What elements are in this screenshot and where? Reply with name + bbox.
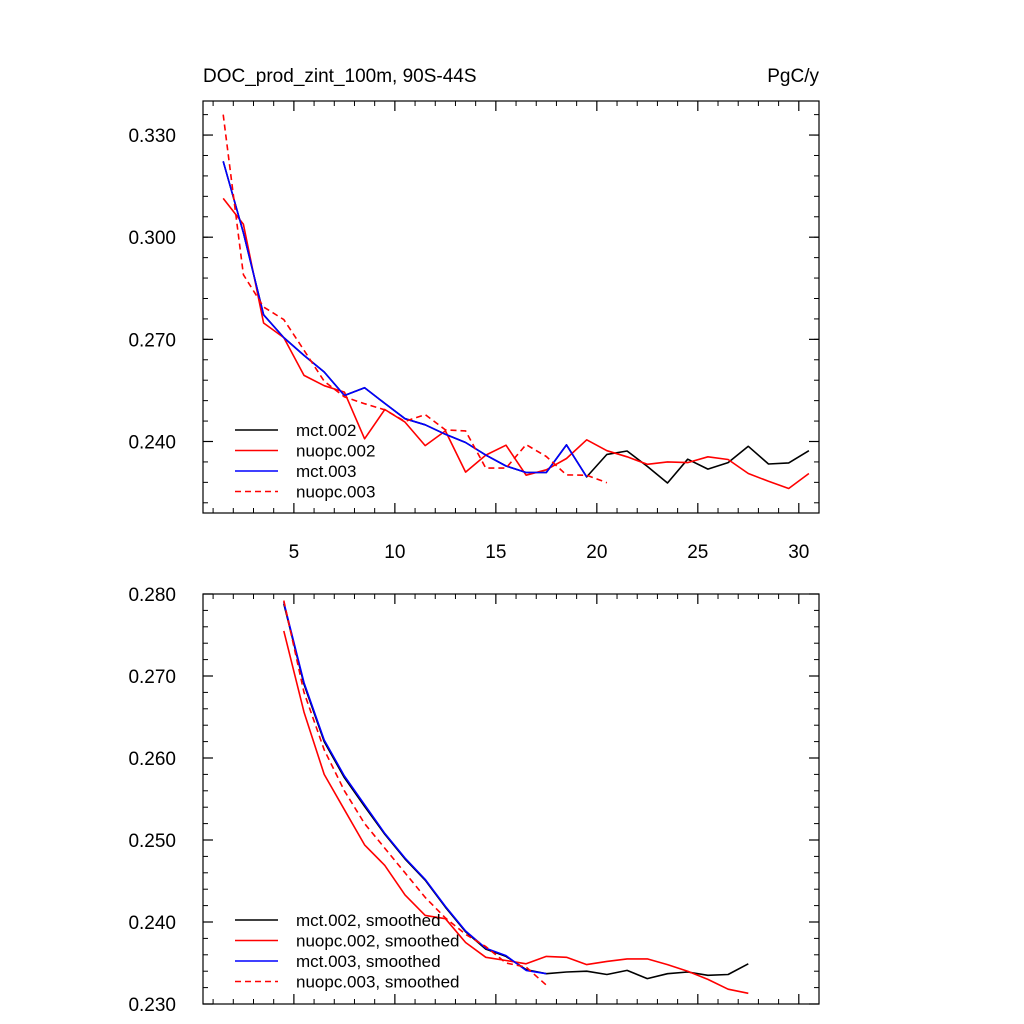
x-tick-label: 15 — [485, 542, 506, 563]
y-tick-label: 0.270 — [128, 330, 176, 351]
top-panel-title: DOC_prod_zint_100m, 90S-44S — [203, 66, 477, 87]
legend-label: nuopc.002, smoothed — [296, 932, 460, 951]
series-line-mct-003-smoothed — [283, 602, 547, 975]
y-tick-label: 0.300 — [128, 228, 176, 249]
y-tick-label: 0.330 — [128, 126, 176, 147]
series-line-nuopc-002 — [222, 197, 810, 490]
plot-frame — [202, 100, 820, 514]
y-tick-label: 0.240 — [128, 913, 176, 934]
y-tick-label: 0.270 — [128, 667, 176, 688]
legend-label: mct.002, smoothed — [296, 911, 441, 930]
legend-label: nuopc.003, smoothed — [296, 973, 460, 992]
x-tick-label: 30 — [788, 542, 809, 563]
legend-label: mct.002 — [296, 421, 356, 440]
y-tick-label: 0.260 — [128, 749, 176, 770]
legend-label: nuopc.002 — [296, 442, 375, 461]
bottom-panel: 0.230 0.240 0.250 0.260 0.270 0.280 mct.002, s… — [128, 585, 820, 1016]
top-panel-units: PgC/y — [767, 66, 819, 87]
legend-label: mct.003, smoothed — [296, 952, 441, 971]
series-line-nuopc-003 — [222, 114, 608, 484]
legend-label: nuopc.003 — [296, 483, 375, 502]
x-tick-label: 25 — [687, 542, 708, 563]
y-tick-label: 0.230 — [128, 995, 176, 1016]
series-line-nuopc-003-smoothed — [283, 600, 547, 986]
x-tick-label: 20 — [586, 542, 607, 563]
y-tick-label: 0.240 — [128, 432, 176, 453]
x-tick-label: 10 — [384, 542, 405, 563]
y-tick-label: 0.280 — [128, 585, 176, 606]
series-line-mct-003 — [222, 161, 588, 478]
legend-label: mct.003 — [296, 462, 356, 481]
plot-frame — [202, 593, 820, 1005]
top-panel: DOC_prod_zint_100m, 90S-44S PgC/y 5 10 15 2… — [128, 66, 820, 563]
y-tick-label: 0.250 — [128, 831, 176, 852]
x-tick-label: 5 — [289, 542, 300, 563]
